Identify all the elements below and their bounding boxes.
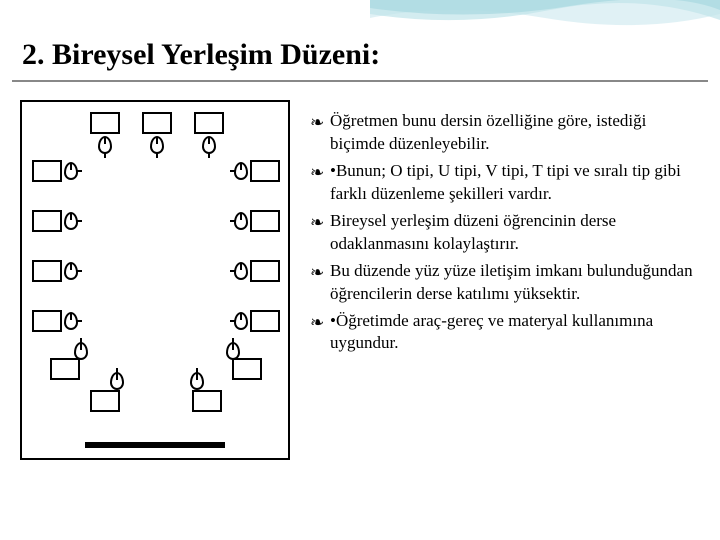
bullet-icon: ❧ (310, 310, 330, 335)
bullet-text: Bireysel yerleşim düzeni öğrencinin ders… (330, 210, 700, 256)
desk-icon (250, 210, 280, 232)
desk-icon (194, 112, 224, 134)
desk-icon (50, 358, 80, 380)
bullet-item: ❧Bu düzende yüz yüze iletişim imkanı bul… (310, 260, 700, 306)
student-head-icon (98, 136, 112, 154)
bullet-text: Öğretmen bunu dersin özelliğine göre, is… (330, 110, 700, 156)
student-head-icon (150, 136, 164, 154)
student-head-icon (234, 312, 248, 330)
head-tick (80, 338, 82, 343)
head-tick (230, 170, 235, 172)
bullet-item: ❧Öğretmen bunu dersin özelliğine göre, i… (310, 110, 700, 156)
desk-icon (232, 358, 262, 380)
student-head-icon (64, 162, 78, 180)
head-tick (196, 368, 198, 373)
student-head-icon (190, 372, 204, 390)
head-tick (230, 270, 235, 272)
head-tick (156, 153, 158, 158)
bullet-icon: ❧ (310, 260, 330, 285)
seating-diagram (20, 100, 290, 460)
head-tick (230, 220, 235, 222)
student-head-icon (234, 262, 248, 280)
bullet-text: Bu düzende yüz yüze iletişim imkanı bulu… (330, 260, 700, 306)
bullet-list: ❧Öğretmen bunu dersin özelliğine göre, i… (310, 100, 700, 460)
desk-icon (90, 390, 120, 412)
desk-icon (32, 260, 62, 282)
bullet-icon: ❧ (310, 160, 330, 185)
desk-icon (192, 390, 222, 412)
bullet-icon: ❧ (310, 210, 330, 235)
head-tick (208, 153, 210, 158)
head-tick (77, 320, 82, 322)
student-head-icon (234, 212, 248, 230)
desk-icon (250, 160, 280, 182)
student-head-icon (64, 262, 78, 280)
student-head-icon (226, 342, 240, 360)
head-tick (77, 270, 82, 272)
desk-icon (250, 310, 280, 332)
bullet-item: ❧•Bunun; O tipi, U tipi, V tipi, T tipi … (310, 160, 700, 206)
head-tick (77, 170, 82, 172)
bullet-item: ❧Bireysel yerleşim düzeni öğrencinin der… (310, 210, 700, 256)
desk-icon (32, 160, 62, 182)
bullet-icon: ❧ (310, 110, 330, 135)
student-head-icon (74, 342, 88, 360)
desk-icon (90, 112, 120, 134)
desk-icon (142, 112, 172, 134)
head-tick (116, 368, 118, 373)
desk-icon (32, 210, 62, 232)
head-tick (77, 220, 82, 222)
desk-icon (250, 260, 280, 282)
desk-icon (32, 310, 62, 332)
student-head-icon (202, 136, 216, 154)
student-head-icon (64, 212, 78, 230)
head-tick (230, 320, 235, 322)
bullet-text: •Bunun; O tipi, U tipi, V tipi, T tipi v… (330, 160, 700, 206)
bullet-text: •Öğretimde araç-gereç ve materyal kullan… (330, 310, 700, 356)
slide-title: 2. Bireysel Yerleşim Düzeni: (22, 38, 700, 72)
head-tick (104, 153, 106, 158)
student-head-icon (110, 372, 124, 390)
student-head-icon (234, 162, 248, 180)
head-tick (232, 338, 234, 343)
board-line (85, 442, 225, 448)
bullet-item: ❧•Öğretimde araç-gereç ve materyal kulla… (310, 310, 700, 356)
student-head-icon (64, 312, 78, 330)
